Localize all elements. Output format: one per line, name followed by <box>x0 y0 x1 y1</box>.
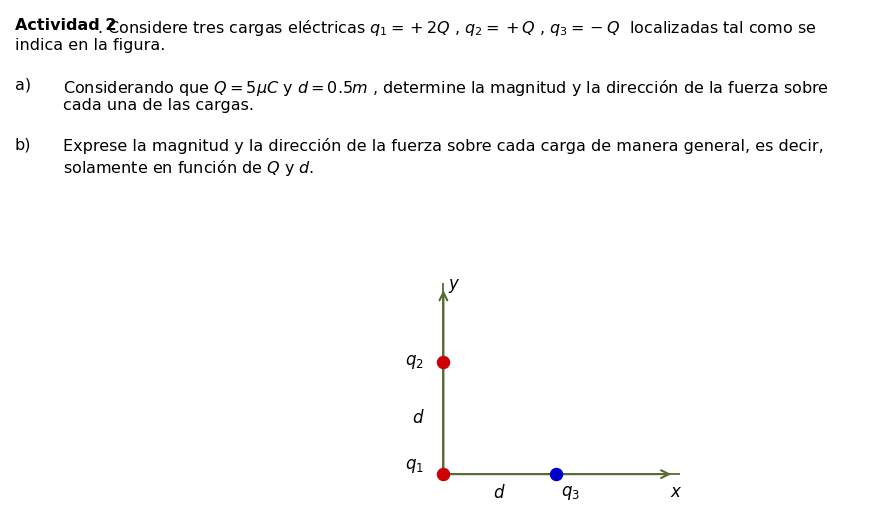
Text: $d$: $d$ <box>493 484 506 503</box>
Text: solamente en función de $Q$ y $d$.: solamente en función de $Q$ y $d$. <box>63 158 315 178</box>
Text: $y$: $y$ <box>448 277 461 296</box>
Text: cada una de las cargas.: cada una de las cargas. <box>63 98 254 113</box>
Text: $d$: $d$ <box>411 409 425 427</box>
Point <box>436 357 450 366</box>
Text: a): a) <box>15 78 31 93</box>
Text: $x$: $x$ <box>670 483 683 501</box>
Text: $q_2$: $q_2$ <box>405 353 425 370</box>
Text: . Considere tres cargas eléctricas $q_1 = +2Q$ , $q_2 = +Q$ , $q_3 = -Q$  locali: . Considere tres cargas eléctricas $q_1 … <box>97 18 817 38</box>
Text: Considerando que $Q = 5\mu C$ y $d = 0.5m$ , determine la magnitud y la direcció: Considerando que $Q = 5\mu C$ y $d = 0.5… <box>63 78 829 98</box>
Text: Exprese la magnitud y la dirección de la fuerza sobre cada carga de manera gener: Exprese la magnitud y la dirección de la… <box>63 138 824 154</box>
Text: $q_3$: $q_3$ <box>561 484 581 503</box>
Point <box>549 470 563 478</box>
Text: indica en la figura.: indica en la figura. <box>15 38 166 53</box>
Text: Actividad 2: Actividad 2 <box>15 18 116 33</box>
Text: $q_1$: $q_1$ <box>405 457 425 475</box>
Point <box>436 470 450 478</box>
Text: b): b) <box>15 138 32 153</box>
